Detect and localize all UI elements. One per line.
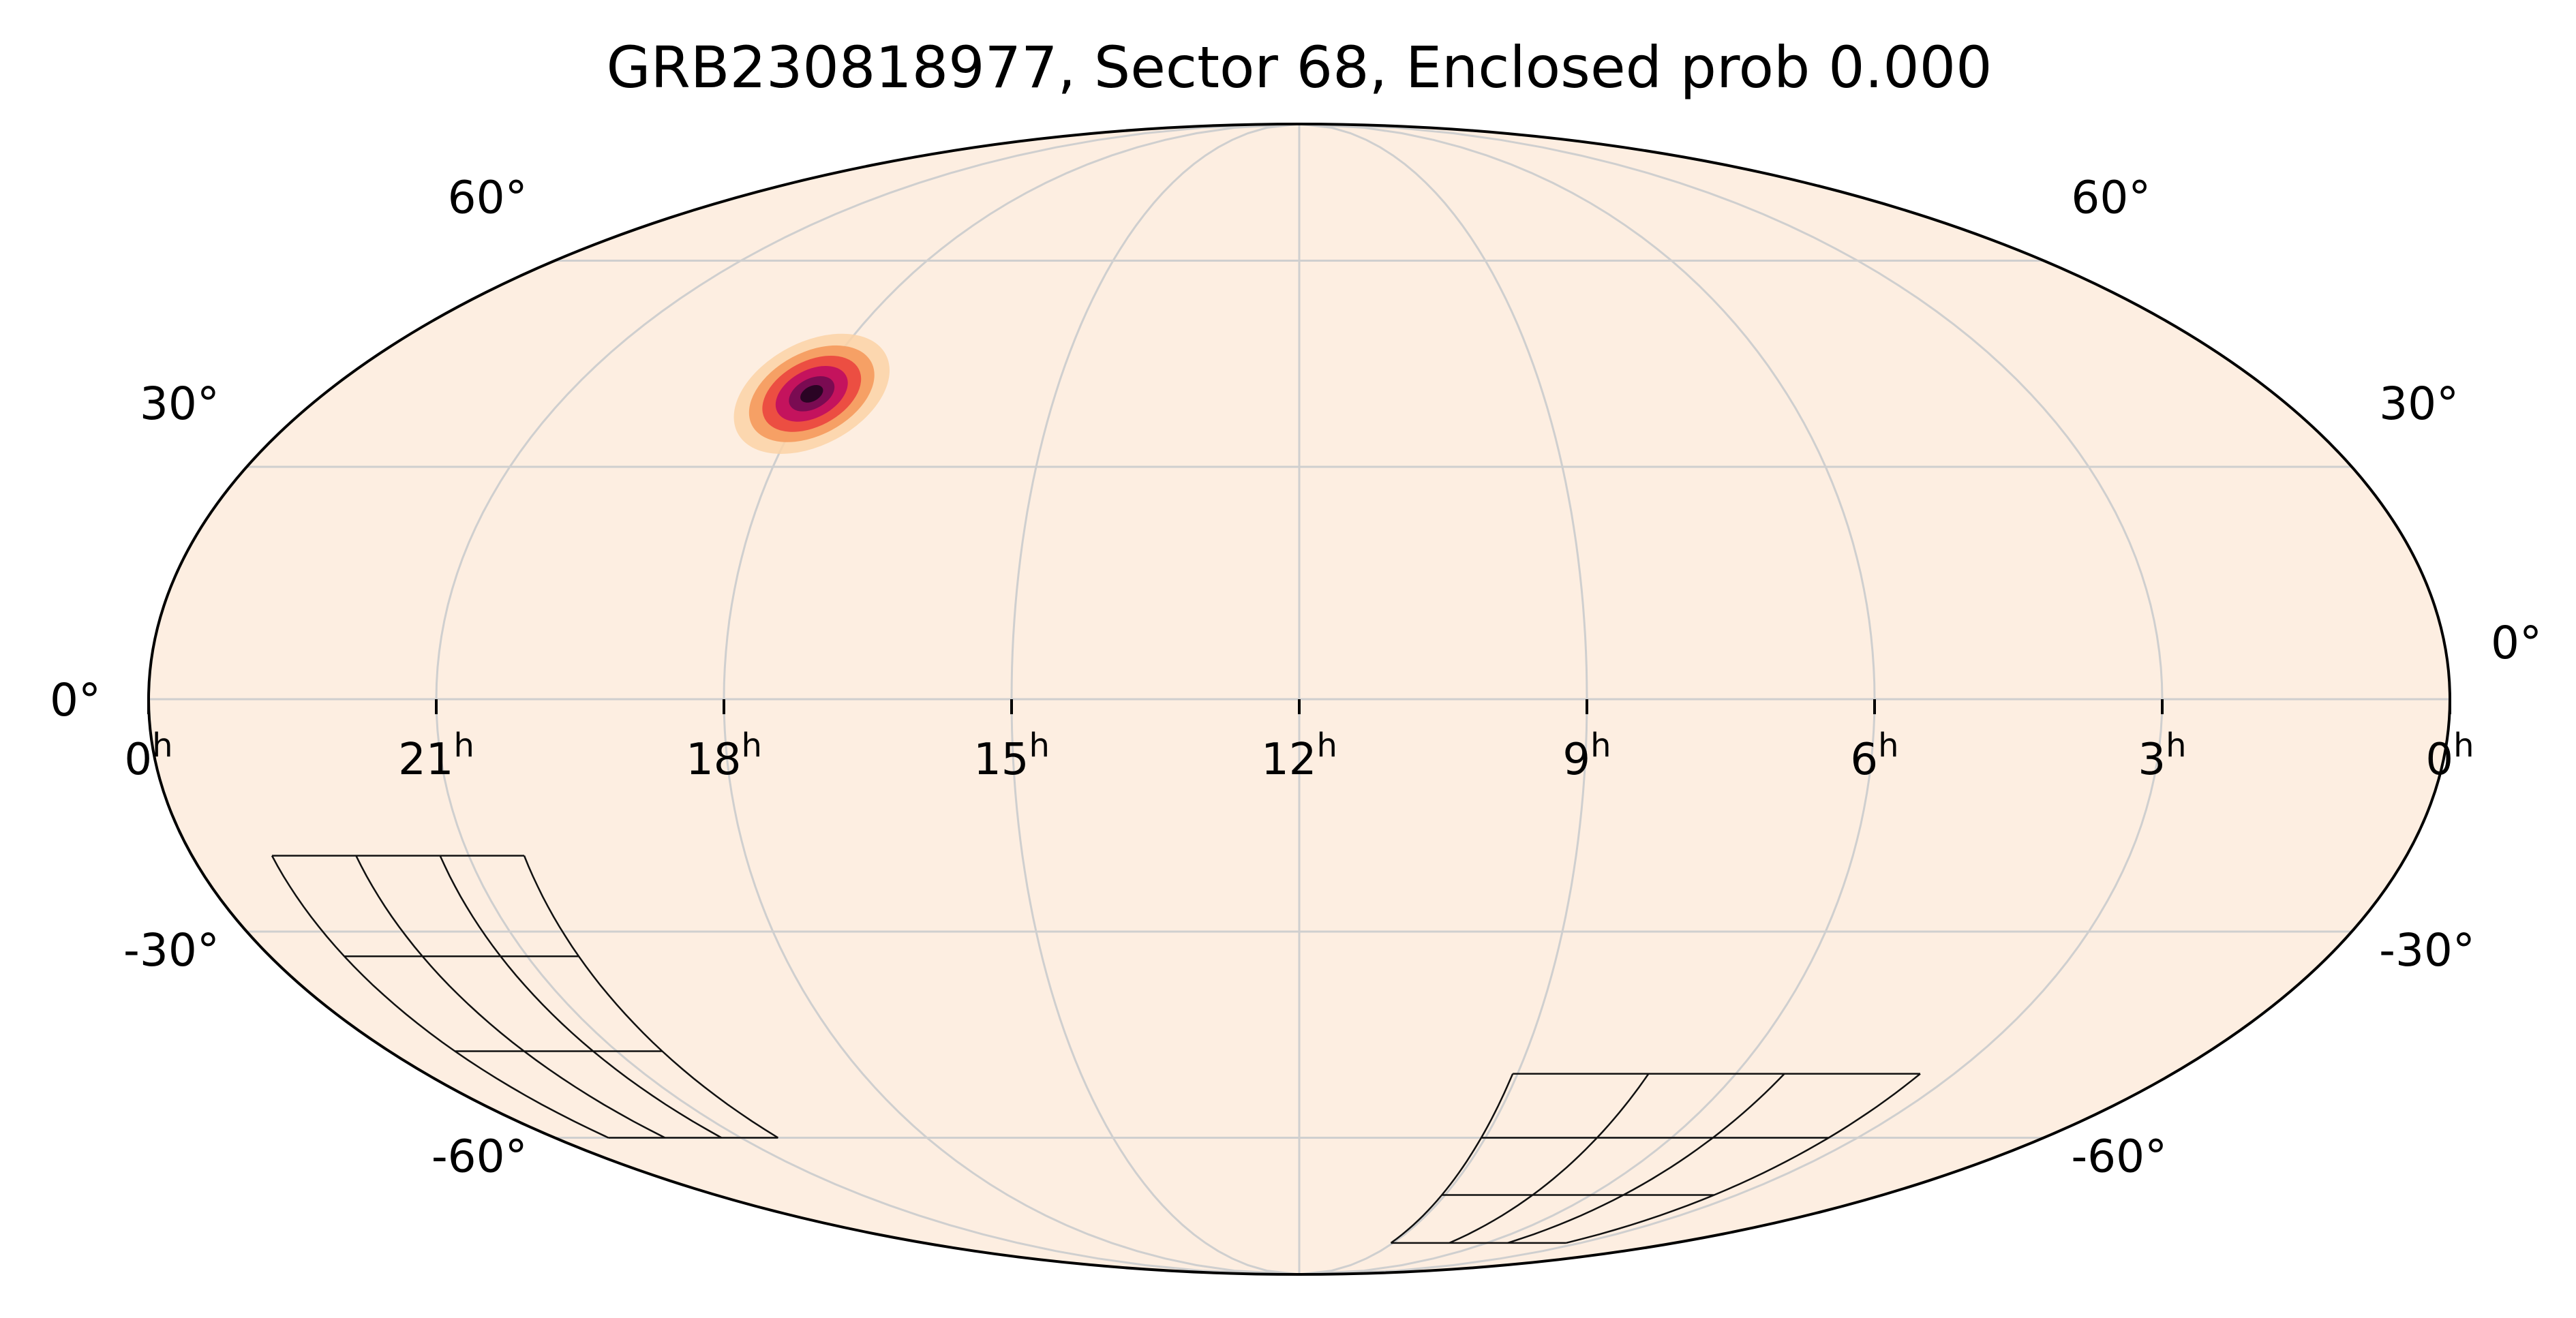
dec-tick-label-left: 60° — [448, 172, 528, 224]
footprint-edge — [355, 855, 666, 1139]
footprint-edge — [1449, 1073, 1650, 1244]
footprint-edge — [271, 855, 609, 1139]
sector-footprints — [271, 855, 1921, 1244]
dec-tick-label-left: 30° — [140, 378, 219, 430]
axis-ticks — [147, 699, 2451, 714]
footprint-edge — [1507, 1073, 1785, 1244]
dec-tick-label-left: 0° — [50, 674, 101, 726]
ra-tick-label: 0h — [124, 726, 172, 785]
dec-tick-label-right: 0° — [2491, 617, 2542, 669]
ra-tick-unit: h — [1590, 726, 1611, 765]
ra-tick-text: 0h — [2425, 726, 2474, 785]
dec-tick-label-left: -30° — [123, 924, 219, 977]
dec-tick-label-right: -30° — [2379, 924, 2475, 977]
probability-contour — [800, 384, 823, 403]
ra-tick-unit: h — [1878, 726, 1898, 765]
dec-tick-label-right: 60° — [2071, 172, 2151, 224]
ra-tick-label: 0h — [2425, 726, 2474, 785]
ra-tick-text: 0h — [124, 726, 172, 785]
dec-tick-label-right: 30° — [2379, 378, 2459, 430]
footprint-edge — [523, 855, 779, 1139]
ra-tick-unit: h — [1317, 726, 1337, 765]
ra-tick-unit: h — [742, 726, 762, 765]
dec-tick-label-right: -60° — [2071, 1130, 2167, 1182]
footprint-edge — [1565, 1073, 1921, 1244]
footprint-edge — [439, 855, 723, 1139]
ra-tick-unit: h — [2166, 726, 2186, 765]
ra-tick-unit: h — [152, 726, 172, 765]
ra-tick-unit: h — [454, 726, 474, 765]
probability-region — [733, 333, 890, 454]
ra-tick-unit: h — [1029, 726, 1050, 765]
footprint-edge — [1390, 1073, 1514, 1244]
ra-tick-unit: h — [2453, 726, 2474, 765]
dec-tick-label-left: -60° — [431, 1130, 528, 1182]
chart-title: GRB230818977, Sector 68, Enclosed prob 0… — [606, 34, 1992, 101]
